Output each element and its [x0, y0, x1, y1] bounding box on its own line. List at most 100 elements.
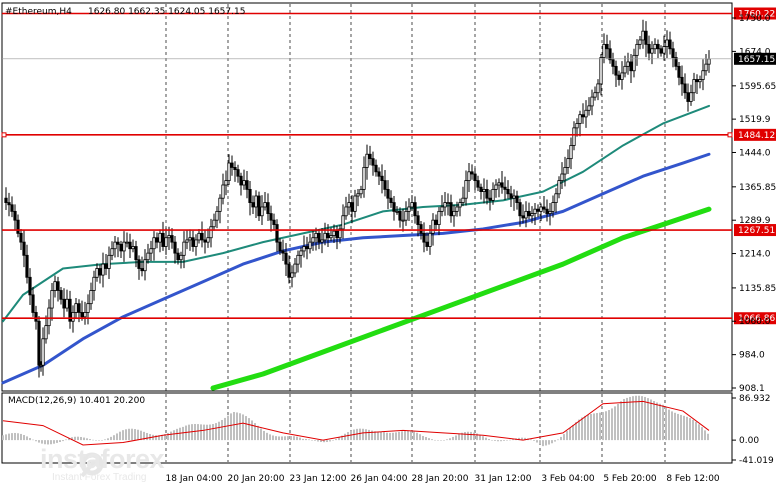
candle-body	[452, 210, 456, 217]
candle-body	[362, 167, 366, 190]
macd-histogram-bar	[221, 419, 223, 441]
price-tick-label: 1060.0	[739, 317, 771, 327]
candle-body	[257, 195, 261, 217]
candle-body	[398, 210, 402, 221]
macd-histogram-bar	[521, 437, 523, 441]
macd-histogram-bar	[533, 440, 535, 441]
macd-histogram-bar	[629, 396, 631, 441]
candle-body	[86, 303, 90, 313]
candle-body	[53, 281, 57, 291]
candle-body	[605, 43, 609, 50]
candle-body	[80, 312, 84, 318]
macd-histogram-bar	[587, 414, 589, 441]
candle-body	[39, 364, 43, 367]
price-tick-label: 1595.65	[739, 82, 776, 92]
candle-body	[506, 188, 510, 195]
macd-histogram-bar	[131, 428, 133, 441]
macd-histogram-bar	[104, 439, 106, 441]
macd-histogram-bar	[503, 440, 505, 441]
macd-histogram-bar	[419, 434, 421, 441]
candle-body	[272, 219, 276, 225]
macd-histogram-bar	[314, 440, 316, 441]
macd-histogram-bar	[443, 440, 445, 441]
candle-body	[119, 243, 123, 252]
macd-histogram-bar	[542, 440, 544, 447]
macd-histogram-bar	[194, 423, 196, 441]
candle-body	[95, 268, 99, 278]
price-tick-label: 1214.0	[739, 250, 771, 260]
macd-histogram-bar	[305, 438, 307, 441]
macd-histogram-bar	[230, 413, 232, 441]
svg-text:1484.12: 1484.12	[738, 131, 775, 141]
level-anchor-handle[interactable]	[727, 132, 733, 138]
macd-histogram-bar	[692, 419, 694, 441]
candle-body	[245, 180, 249, 190]
macd-histogram-bar	[566, 431, 568, 441]
candle-body	[683, 83, 687, 94]
macd-histogram-bar	[602, 412, 604, 441]
candle-body	[332, 230, 336, 236]
candle-body	[518, 202, 522, 217]
candle-body	[512, 195, 516, 199]
candle-body	[614, 65, 618, 76]
level-price-tag: 1066.86	[734, 312, 776, 325]
macd-histogram-bar	[95, 440, 97, 441]
macd-histogram-bar	[263, 430, 265, 441]
macd-histogram-bar	[677, 413, 679, 441]
macd-histogram-bar	[239, 413, 241, 441]
macd-histogram-bar	[623, 398, 625, 441]
macd-histogram-bar	[407, 430, 409, 441]
macd-histogram-bar	[626, 397, 628, 441]
candle-body	[602, 43, 606, 58]
macd-histogram-bar	[140, 430, 142, 441]
macd-histogram-bar	[179, 427, 181, 441]
candle-body	[74, 303, 78, 313]
candle-body	[476, 180, 480, 188]
candle-body	[473, 173, 477, 182]
candle-body	[644, 30, 648, 45]
macd-histogram-bar	[431, 439, 433, 441]
macd-histogram-bar	[209, 424, 211, 441]
macd-histogram-bar	[14, 432, 16, 441]
candle-body	[287, 263, 291, 278]
candle-body	[248, 188, 252, 203]
macd-histogram-bar	[656, 402, 658, 441]
macd-histogram-bar	[461, 432, 463, 441]
macd-histogram-bar	[506, 440, 508, 441]
candle-body	[560, 173, 564, 182]
candle-body	[34, 312, 38, 322]
candle-body	[83, 312, 87, 318]
candle-body	[152, 237, 156, 250]
macd-histogram-bar	[32, 439, 34, 441]
macd-histogram-bar	[575, 422, 577, 441]
macd-histogram-bar	[332, 440, 334, 441]
macd-histogram-bar	[113, 435, 115, 441]
candle-body	[77, 303, 81, 313]
candle-body	[563, 167, 567, 175]
macd-histogram-bar	[665, 407, 667, 441]
candle-body	[218, 197, 222, 212]
macd-histogram-bar	[395, 432, 397, 441]
level-anchor-handle[interactable]	[1, 132, 7, 138]
candle-body	[434, 219, 438, 225]
candle-body	[200, 232, 204, 241]
candle-body	[314, 232, 318, 239]
candle-body	[227, 162, 231, 182]
svg-text:1267.51: 1267.51	[738, 226, 775, 236]
candle-body	[317, 232, 321, 243]
macd-histogram-bar	[248, 418, 250, 441]
candle-body	[344, 206, 348, 217]
candle-body	[149, 248, 153, 254]
candle-body	[593, 92, 597, 98]
candle-body	[170, 235, 174, 243]
macd-histogram-bar	[83, 437, 85, 441]
macd-histogram-bar	[35, 440, 37, 442]
macd-histogram-bar	[695, 421, 697, 441]
candle-body	[692, 79, 696, 94]
candle-body	[44, 325, 48, 340]
candle-body	[284, 252, 288, 265]
time-tick-label: 28 Jan 20:00	[412, 474, 469, 484]
candle-body	[413, 202, 417, 217]
candle-body	[329, 235, 333, 239]
macd-histogram-bar	[158, 435, 160, 441]
